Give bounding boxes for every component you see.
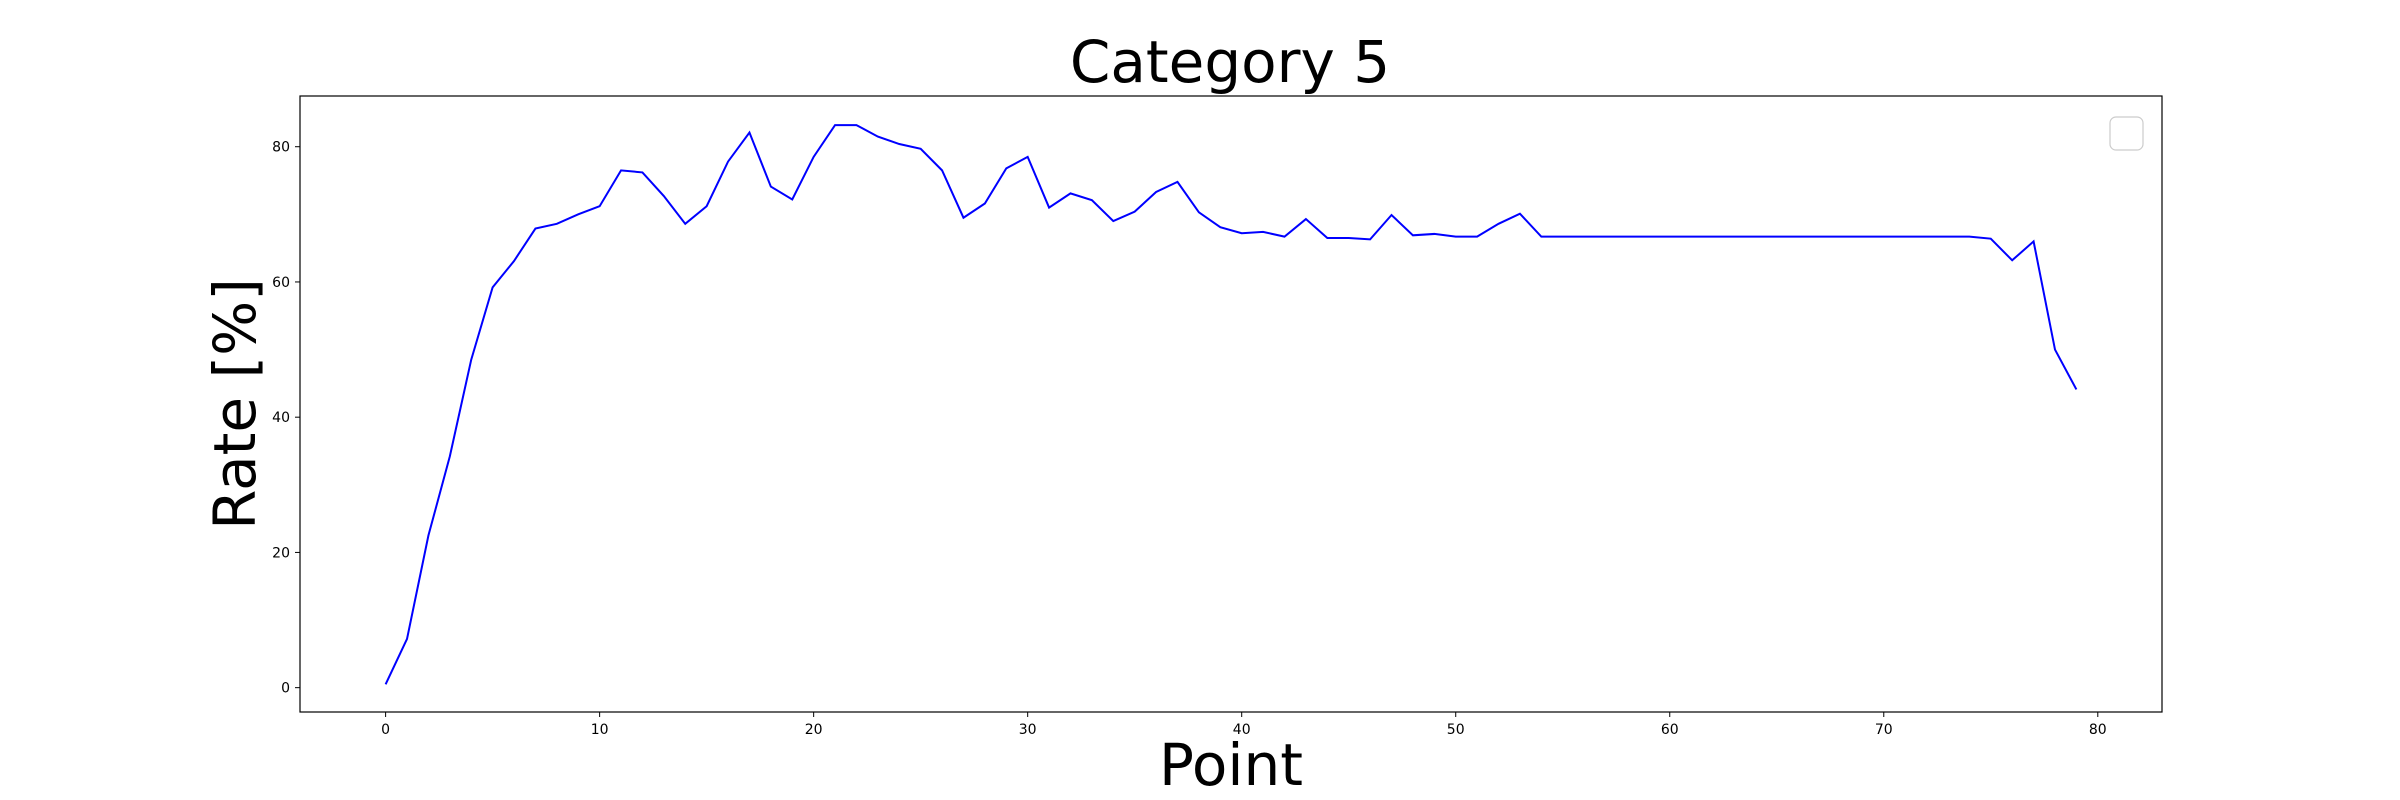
legend <box>2109 116 2144 151</box>
x-axis-label: Point <box>1159 731 1303 799</box>
y-axis: 0 20 40 60 80 <box>272 140 300 697</box>
x-tick-label: 30 <box>1019 722 1037 738</box>
y-tick-label: 80 <box>272 140 290 156</box>
x-tick-label: 50 <box>1447 722 1465 738</box>
y-tick-label: 20 <box>272 545 290 561</box>
x-tick-label: 70 <box>1875 722 1893 738</box>
x-tick-label: 40 <box>1233 722 1251 738</box>
y-tick-label: 0 <box>281 681 290 697</box>
x-tick-label: 80 <box>2089 722 2107 738</box>
x-tick-label: 20 <box>805 722 823 738</box>
y-axis-label: Rate [%] <box>201 278 269 530</box>
y-tick-label: 40 <box>272 410 290 426</box>
series-line <box>384 124 2078 685</box>
x-tick-label: 60 <box>1661 722 1679 738</box>
x-axis: 0 10 20 30 40 50 60 70 80 <box>381 712 2107 738</box>
x-tick-label: 10 <box>591 722 609 738</box>
chart-title: Category 5 <box>1070 28 1390 96</box>
plot-area <box>299 95 2163 713</box>
y-tick-label: 60 <box>272 275 290 291</box>
x-tick-label: 0 <box>381 722 390 738</box>
